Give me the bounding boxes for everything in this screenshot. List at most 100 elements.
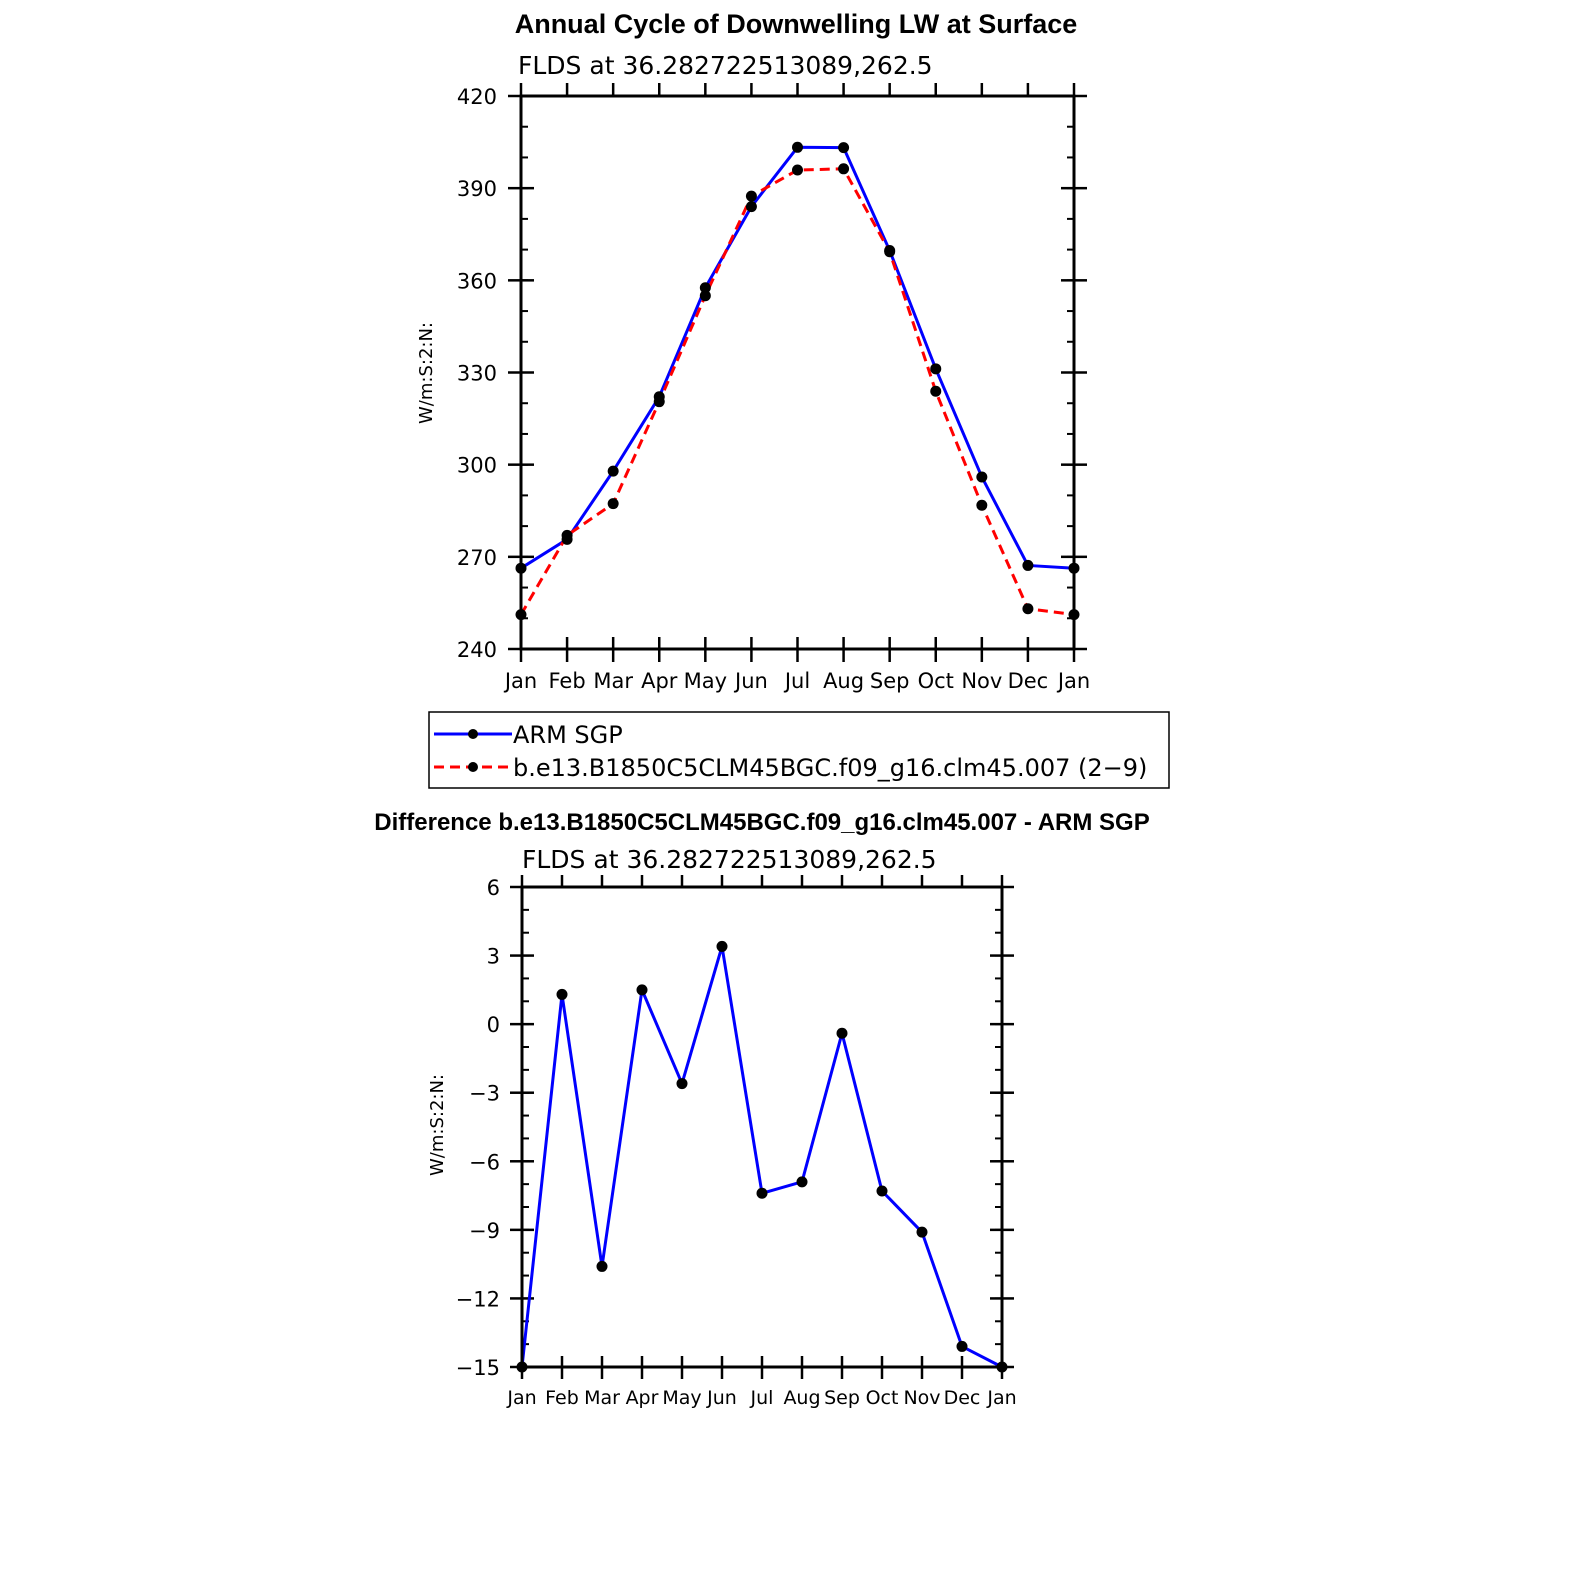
y-tick-label: −3 <box>469 1082 500 1106</box>
plot-frame <box>520 885 1004 1369</box>
axis-ticks <box>508 83 1087 662</box>
x-tick-label: Mar <box>593 669 633 693</box>
data-point <box>561 529 573 541</box>
series-lines <box>519 145 1075 617</box>
chart-title: Annual Cycle of Downwelling LW at Surfac… <box>515 9 1078 39</box>
data-point <box>745 190 757 202</box>
y-tick-label: −15 <box>456 1356 500 1380</box>
x-tick-label: Oct <box>866 1387 899 1409</box>
y-axis-label: W/m:S:2:N: <box>427 1074 448 1176</box>
series-line-0 <box>520 145 1075 570</box>
x-tick-label: Jul <box>783 669 810 693</box>
y-tick-label: 270 <box>457 546 497 570</box>
data-point <box>956 1340 968 1352</box>
x-tick-label: Feb <box>545 1387 579 1409</box>
data-point <box>699 290 711 302</box>
data-point <box>884 246 896 258</box>
x-tick-label: Apr <box>626 1387 659 1409</box>
data-point <box>792 141 803 153</box>
data-point <box>745 201 757 213</box>
difference-chart: Difference b.e13.B1850C5CLM45BGC.f09_g16… <box>374 809 1149 1409</box>
x-tick-labels: Jan Feb Mar Apr May Jun Jul Aug Sep Oct Nov Dec Jan <box>506 1387 1016 1409</box>
data-point <box>607 498 619 510</box>
x-tick-label: Sep <box>870 669 910 693</box>
y-tick-label: 420 <box>457 85 497 109</box>
x-tick-label: May <box>684 669 727 693</box>
legend-box <box>428 711 1170 789</box>
y-tick-label: 300 <box>457 454 497 478</box>
x-tick-label: Jan <box>1056 669 1090 693</box>
y-tick-label: 330 <box>457 362 497 386</box>
x-tick-label: Mar <box>584 1387 620 1409</box>
data-point <box>1022 559 1034 571</box>
legend-label-arm-sgp: ARM SGP <box>513 721 623 749</box>
data-point <box>916 1226 928 1238</box>
data-point <box>636 984 648 996</box>
y-tick-labels: −15 −12 −9 −6 −3 0 3 6 <box>456 876 500 1380</box>
y-tick-label: 360 <box>457 269 497 293</box>
chart-subtitle: FLDS at 36.282722513089,262.5 <box>518 51 933 80</box>
y-tick-label: 3 <box>487 945 500 969</box>
x-tick-label: Aug <box>823 669 864 693</box>
annual-cycle-chart: Annual Cycle of Downwelling LW at Surfac… <box>416 9 1090 693</box>
legend-marker-arm-sgp <box>468 729 478 739</box>
x-tick-label: Feb <box>548 669 585 693</box>
series-markers <box>515 141 1080 621</box>
x-tick-label: Jun <box>733 669 768 693</box>
y-tick-label: 6 <box>487 876 500 900</box>
data-point <box>676 1078 688 1090</box>
data-point <box>792 164 803 176</box>
plot-frame <box>519 94 1076 651</box>
data-point <box>976 471 988 483</box>
y-tick-label: 390 <box>457 177 497 201</box>
y-tick-label: −12 <box>456 1287 500 1311</box>
data-point <box>699 282 711 294</box>
y-tick-labels: 240 270 300 330 360 390 420 <box>457 85 497 662</box>
x-tick-label: Aug <box>783 1387 820 1409</box>
data-point <box>653 396 665 408</box>
y-axis-label: W/m:S:2:N: <box>416 322 437 424</box>
axis-ticks <box>510 875 1014 1379</box>
data-point <box>836 1027 848 1039</box>
x-tick-label: Jun <box>706 1387 737 1409</box>
x-tick-label: Jul <box>750 1387 774 1409</box>
data-point <box>796 1176 808 1188</box>
series-markers <box>516 940 1008 1373</box>
x-tick-label: Nov <box>903 1387 940 1409</box>
data-point <box>756 1187 768 1199</box>
x-tick-labels: Jan Feb Mar Apr May Jun Jul Aug Sep Oct Nov Dec Jan <box>503 669 1090 693</box>
y-tick-label: −6 <box>469 1150 500 1174</box>
y-tick-label: 240 <box>457 638 497 662</box>
data-point <box>596 1260 608 1272</box>
data-point <box>1022 603 1034 615</box>
series-line-1 <box>519 167 1075 617</box>
x-tick-label: Jan <box>503 669 537 693</box>
data-point <box>716 940 728 952</box>
x-tick-label: May <box>662 1387 701 1409</box>
series-line-0 <box>520 944 1003 1369</box>
legend: ARM SGP b.e13.B1850C5CLM45BGC.f09_g16.cl… <box>428 711 1170 789</box>
data-point <box>930 385 942 397</box>
data-point <box>838 142 850 154</box>
x-tick-label: Nov <box>961 669 1002 693</box>
chart-subtitle: FLDS at 36.282722513089,262.5 <box>522 845 937 874</box>
y-tick-label: 0 <box>487 1013 500 1037</box>
x-tick-label: Sep <box>824 1387 860 1409</box>
x-tick-label: Jan <box>506 1387 536 1409</box>
chart-title: Difference b.e13.B1850C5CLM45BGC.f09_g16… <box>374 809 1149 836</box>
data-point <box>930 363 942 375</box>
data-point <box>976 499 988 511</box>
x-tick-label: Dec <box>944 1387 981 1409</box>
series-lines <box>520 944 1003 1369</box>
x-tick-label: Oct <box>918 669 954 693</box>
x-tick-label: Jan <box>986 1387 1016 1409</box>
data-point <box>607 465 619 477</box>
x-tick-label: Apr <box>641 669 678 693</box>
data-point <box>838 163 850 175</box>
x-tick-label: Dec <box>1008 669 1049 693</box>
data-point <box>556 988 568 1000</box>
y-tick-label: −9 <box>469 1219 500 1243</box>
legend-label-model: b.e13.B1850C5CLM45BGC.f09_g16.clm45.007 … <box>513 754 1147 782</box>
data-point <box>876 1185 888 1197</box>
